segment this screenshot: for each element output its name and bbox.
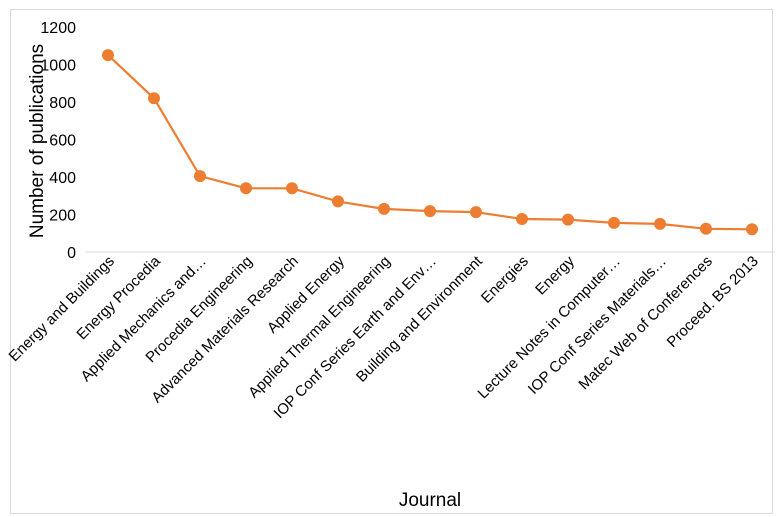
data-point <box>654 217 666 230</box>
y-tick-label: 600 <box>49 133 76 150</box>
data-point <box>378 202 390 215</box>
data-point <box>332 195 344 208</box>
chart-frame <box>10 9 773 514</box>
data-point <box>516 213 528 225</box>
y-tick-label: 200 <box>49 208 76 225</box>
x-axis-title: Journal <box>399 490 461 511</box>
data-point <box>286 182 298 195</box>
data-point <box>148 92 160 105</box>
data-point <box>102 49 114 62</box>
x-tick-label: Energy Procedia <box>73 252 164 343</box>
x-tick-label: Energy <box>532 252 578 298</box>
data-point <box>746 223 758 236</box>
y-tick-label: 1200 <box>40 20 76 37</box>
series-line <box>107 54 753 231</box>
y-axis-title: Number of publications <box>27 44 48 238</box>
data-point <box>424 205 436 218</box>
data-point <box>562 213 574 226</box>
y-tick-label: 0 <box>67 245 76 262</box>
y-tick-label: 400 <box>49 170 76 187</box>
y-axis-ticks: 0 200 400 600 800 1000 1200 <box>40 20 76 262</box>
data-point <box>470 206 482 219</box>
data-point <box>194 170 206 183</box>
data-point <box>700 222 712 235</box>
y-tick-label: 1000 <box>40 58 76 75</box>
data-point <box>240 182 252 195</box>
x-tick-label: Energies <box>478 253 532 307</box>
data-point <box>608 216 620 229</box>
y-tick-label: 800 <box>49 95 76 112</box>
data-points <box>102 49 758 236</box>
